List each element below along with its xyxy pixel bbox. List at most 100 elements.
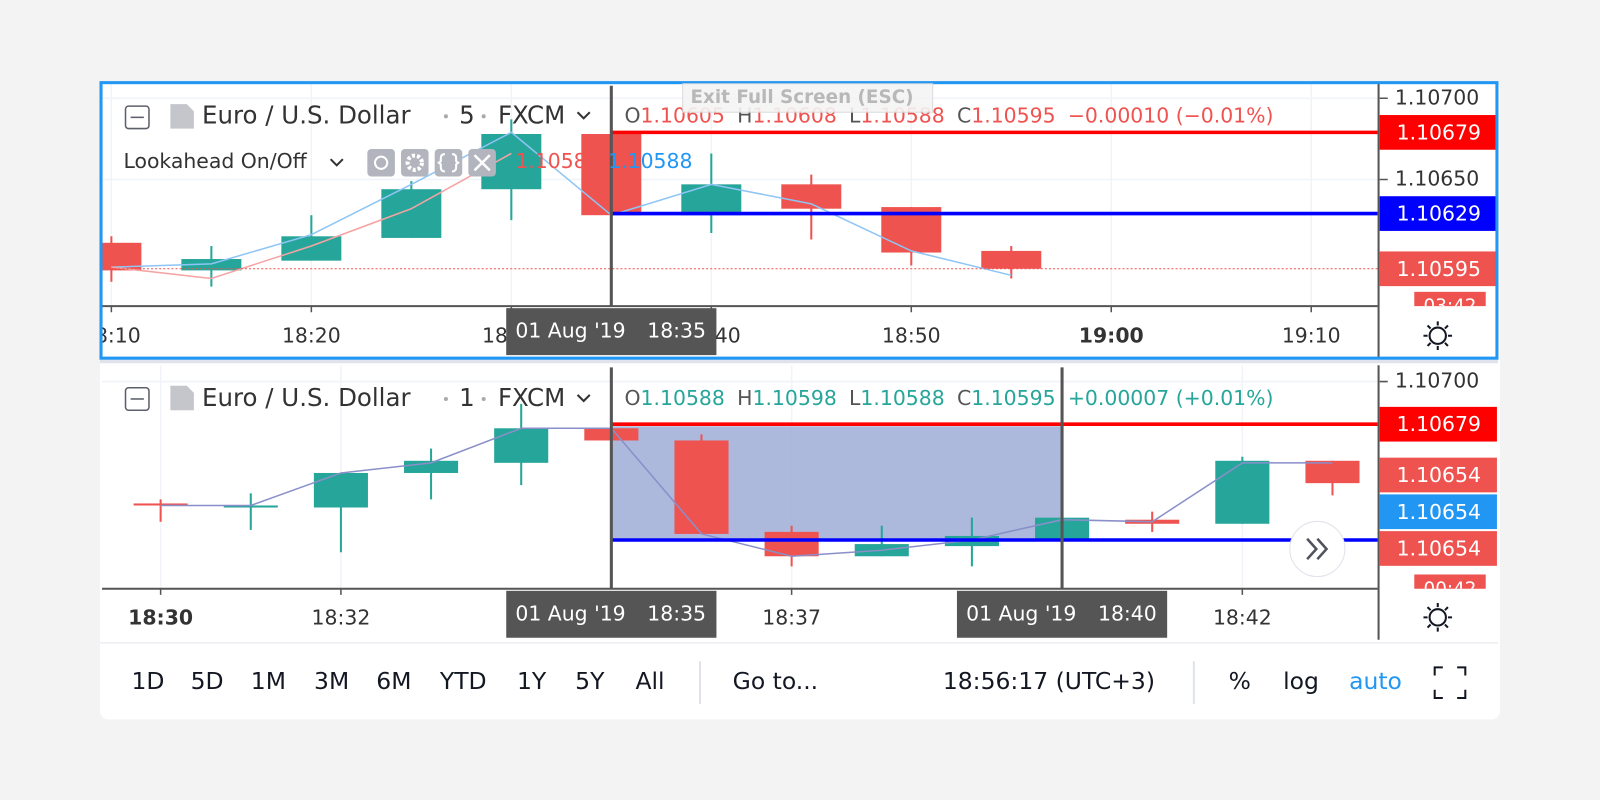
price-axis: 1.10700 1.10650 1.10679 1.10629 1.10595 03:42 (1379, 85, 1497, 307)
price-label-badge (1379, 115, 1497, 150)
collapse-icon[interactable] (124, 105, 150, 130)
gear-icon-rays (1423, 603, 1453, 632)
tooltip: Exit Full Screen (ESC) (691, 87, 914, 108)
range-button[interactable]: 3M (314, 667, 349, 695)
legend-key: C (957, 386, 971, 410)
source-icon (437, 153, 460, 173)
fullscreen-button[interactable] (1433, 666, 1467, 699)
exchange[interactable]: FXCM (498, 100, 565, 129)
study-dropdown-chevron[interactable] (329, 158, 344, 167)
x-tick-label: 18:50 (882, 324, 941, 348)
legend-key: H (737, 386, 752, 410)
range-button[interactable]: 5D (191, 667, 224, 695)
range-button[interactable]: YTD (439, 667, 487, 695)
crosshair-time: 18:35 (647, 601, 706, 625)
x-tick-label: 18:32 (312, 605, 371, 629)
x-tick-label: 18:10 (82, 324, 141, 348)
separator-dot (443, 114, 448, 119)
study-value: 1.10588 (515, 149, 599, 173)
study-name[interactable]: Lookahead On/Off (123, 149, 307, 173)
remove-icon (473, 154, 491, 172)
settings-icon (405, 153, 424, 172)
crosshair-date: 01 Aug '19 (966, 601, 1076, 625)
crosshair-time-badge (506, 308, 717, 356)
legend-value: 1.10598 (752, 386, 836, 410)
price-label-badge (1379, 196, 1497, 231)
price-label-badge (1379, 251, 1497, 287)
candle-body (681, 184, 742, 216)
range-button[interactable]: 5Y (575, 667, 605, 695)
x-tick-label: 18:42 (1213, 605, 1272, 629)
interval[interactable]: 5 (459, 100, 475, 129)
price-label: 1.10654 (1397, 500, 1481, 524)
time-axis: 18:30 18:32 18:37 18:42 (128, 588, 1272, 629)
price-label: 1.10679 (1397, 412, 1481, 436)
candle-body (1305, 460, 1360, 484)
legend-key: O (624, 386, 640, 410)
crosshair-date: 01 Aug '19 (515, 601, 625, 625)
symbol-name[interactable]: Euro / U.S. Dollar (202, 383, 411, 412)
scale-button[interactable]: log (1283, 667, 1319, 695)
candle-body (674, 440, 729, 534)
scroll-button-icon (1306, 537, 1329, 561)
visibility-button[interactable] (367, 148, 395, 177)
separator-dot (481, 114, 486, 119)
symbol-name[interactable]: Euro / U.S. Dollar (202, 100, 411, 129)
x-tick-label: 18:37 (762, 605, 821, 629)
legend-value: 1.10595 (971, 386, 1055, 410)
pane: Euro / U.S. Dollar 5 FXCM O1.10605 H1.10608 L… (82, 83, 1497, 358)
flag-icon[interactable] (170, 385, 194, 411)
price-label-badge (1379, 494, 1497, 530)
legend-value: 1.10595 (971, 103, 1055, 127)
scale-button[interactable]: % (1229, 667, 1251, 695)
goto-button[interactable]: Go to... (733, 667, 818, 695)
gear-icon[interactable] (1428, 326, 1447, 345)
study-line (160, 427, 1333, 557)
flag-icon[interactable] (170, 104, 194, 129)
crosshair-date: 01 Aug '19 (515, 319, 625, 343)
countdown-badge (1414, 291, 1486, 307)
axis-settings (1423, 321, 1453, 632)
visibility-icon (373, 155, 389, 170)
legend-key: L (849, 386, 861, 410)
candle-body (223, 505, 278, 508)
interval[interactable]: 1 (459, 383, 475, 412)
y-tick-label: 1.10700 (1395, 369, 1479, 393)
gear-icon[interactable] (1428, 608, 1447, 627)
x-tick-label: 19:10 (1282, 324, 1341, 348)
crosshair-time: 18:35 (647, 319, 706, 343)
chart-card (100, 81, 1500, 720)
countdown: 00:42 (1424, 579, 1477, 600)
price-axis: 1.10700 1.10679 1.10654 1.10654 1.10654 00:42 (1379, 369, 1497, 600)
price-label: 1.10679 (1397, 120, 1481, 144)
legend-value: 1.10588 (641, 386, 725, 410)
range-button[interactable]: 1Y (517, 667, 547, 695)
study-buttons (367, 148, 496, 177)
crosshair-time: 18:40 (1098, 601, 1157, 625)
collapse-icon[interactable] (124, 386, 150, 411)
clock[interactable]: 18:56:17 (UTC+3) (943, 667, 1155, 695)
study-value: 1.10588 (608, 149, 692, 173)
range-button[interactable]: 1M (251, 667, 286, 695)
x-tick-label: 18:20 (282, 324, 341, 348)
symbol-dropdown-chevron[interactable] (576, 394, 591, 403)
legend-value: 1.10588 (860, 386, 944, 410)
candle-body (181, 259, 242, 271)
candle-body (133, 503, 188, 506)
crosshair-time-badge (956, 590, 1168, 638)
range-button[interactable]: 1D (131, 667, 164, 695)
scale-button[interactable]: auto (1349, 667, 1402, 695)
pane-selection-border (99, 81, 1499, 360)
scroll-button[interactable] (1289, 520, 1346, 578)
exchange[interactable]: FXCM (498, 383, 565, 412)
ohlc-legend: O1.10588 H1.10598 L1.10588 C1.10595 +0.00007… (624, 386, 1273, 410)
range-button[interactable]: All (635, 667, 664, 695)
gear-icon-rays (1423, 321, 1453, 350)
pane: Euro / U.S. Dollar 1 FXCM O1.10588 H1.10598 L… (102, 365, 1497, 640)
candle-body (781, 184, 842, 209)
toolbar: 1D 5D 1M 3M 6M YTD 1Y 5Y All Go to... 18:56:17 (UT… (131, 667, 1401, 695)
range-button[interactable]: 6M (376, 667, 411, 695)
settings-button[interactable] (401, 148, 429, 177)
symbol-dropdown-chevron[interactable] (576, 111, 591, 120)
